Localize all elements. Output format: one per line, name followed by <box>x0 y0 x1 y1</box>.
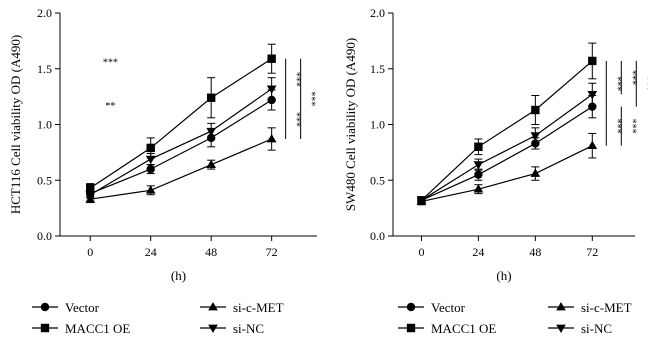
legend-label: MACC1 OE <box>431 321 496 336</box>
legend-marker <box>208 301 218 311</box>
data-point <box>206 159 217 168</box>
legend-label: si-NC <box>233 321 264 336</box>
legend-label: Vector <box>65 300 100 315</box>
series-line <box>89 58 272 189</box>
legend-item-vector: Vector <box>32 300 100 315</box>
data-point <box>531 105 540 115</box>
legend-marker <box>556 324 566 334</box>
data-point <box>474 142 483 151</box>
series-macc1-oe <box>417 42 597 205</box>
series-line <box>90 99 272 195</box>
x-axis-label: (h) <box>496 268 511 283</box>
series-si-c-met <box>416 132 598 206</box>
significance-label: *** <box>291 72 302 87</box>
legend-label: si-c-MET <box>581 300 632 315</box>
data-point <box>474 170 483 179</box>
legend-item-macc1-oe: MACC1 OE <box>32 321 130 336</box>
data-point <box>588 102 597 111</box>
series-line <box>421 93 593 201</box>
legend-marker <box>208 324 218 334</box>
y-tick-label: 1.5 <box>37 62 52 76</box>
legend-label: si-NC <box>581 321 612 336</box>
y-tick-label: 0.5 <box>370 173 385 187</box>
series-si-nc <box>416 82 598 206</box>
y-tick-label: 2.0 <box>37 6 52 20</box>
data-point <box>473 161 484 170</box>
data-point <box>587 140 598 150</box>
data-point <box>206 127 217 137</box>
data-point <box>588 56 597 66</box>
x-tick-label: 0 <box>87 245 93 259</box>
y-tick-label: 1.0 <box>370 118 385 132</box>
data-point <box>86 183 95 193</box>
legend-item-si-nc: si-NC <box>200 321 264 336</box>
data-point <box>266 85 277 94</box>
x-tick-label: 0 <box>418 245 424 259</box>
hct116-chart: 0.0 0.5 1.0 1.5 2.0 0 24 48 72 (h) HCT116 Cell via… <box>8 6 317 283</box>
legend-item-si-nc: si-NC <box>548 321 612 336</box>
series-line <box>90 138 272 200</box>
data-point <box>85 191 96 200</box>
legend-label: si-c-MET <box>233 300 284 315</box>
sw480-chart: 0.0 0.5 1.0 1.5 2.0 0 24 48 72 (h) SW480 Cell viab… <box>343 6 648 283</box>
data-point <box>530 168 541 177</box>
series-line <box>421 106 593 201</box>
y-axis-label: SW480 Cell viability OD (A490) <box>343 38 358 211</box>
y-tick-label: 1.0 <box>37 118 52 132</box>
legend-label: MACC1 OE <box>65 321 130 336</box>
y-tick-label: 0.5 <box>37 173 52 187</box>
hct116-legend: Vector si-c-MET MACC1 OE si-NC <box>32 300 284 336</box>
series-si-nc <box>85 77 277 200</box>
series-line <box>421 145 593 203</box>
y-axis-label: HCT116 Cell viability OD (A490) <box>8 35 23 214</box>
data-point <box>206 93 216 102</box>
y-tick-label: 0.0 <box>37 229 52 243</box>
data-point <box>146 143 155 153</box>
significance-label: *** <box>611 76 622 91</box>
legend-item-macc1-oe: MACC1 OE <box>398 321 496 336</box>
significance-label: *** <box>641 76 648 91</box>
y-tick-label: 2.0 <box>370 6 385 20</box>
y-tick-label: 1.5 <box>370 62 385 76</box>
significance-label: *** <box>306 91 317 106</box>
significance-label: ** <box>105 101 115 112</box>
series-line <box>89 88 272 196</box>
x-tick-label: 48 <box>205 245 217 259</box>
legend-marker <box>40 302 50 312</box>
significance-label: *** <box>626 70 637 85</box>
x-tick-label: 24 <box>145 245 157 259</box>
data-point <box>145 185 156 194</box>
significance-label: *** <box>291 112 302 127</box>
data-point <box>473 184 484 193</box>
legend-marker <box>406 323 416 333</box>
data-point <box>416 196 427 206</box>
series-line <box>421 60 593 201</box>
data-point <box>267 54 276 63</box>
legend-marker <box>556 301 566 311</box>
legend-marker <box>40 323 50 333</box>
legend-item-si-c-met: si-c-MET <box>200 300 284 315</box>
series-si-c-met <box>85 127 277 204</box>
x-axis-label: (h) <box>171 268 186 283</box>
data-point <box>266 133 277 143</box>
legend-item-vector: Vector <box>398 300 466 315</box>
legend-label: Vector <box>431 300 466 315</box>
x-tick-label: 48 <box>529 245 541 259</box>
x-tick-label: 24 <box>472 245 484 259</box>
data-point <box>587 91 598 100</box>
x-tick-label: 72 <box>266 245 278 259</box>
significance-label: *** <box>103 57 118 68</box>
legend-item-si-c-met: si-c-MET <box>548 300 632 315</box>
data-point <box>530 132 541 141</box>
data-point <box>146 164 155 174</box>
significance-label: *** <box>626 119 637 134</box>
y-tick-label: 0.0 <box>370 229 385 243</box>
legend-marker <box>406 302 416 312</box>
significance-label: *** <box>611 119 622 134</box>
data-point <box>145 155 156 165</box>
sw480-legend: Vector si-c-MET MACC1 OE si-NC <box>398 300 632 336</box>
x-tick-label: 72 <box>586 245 598 259</box>
